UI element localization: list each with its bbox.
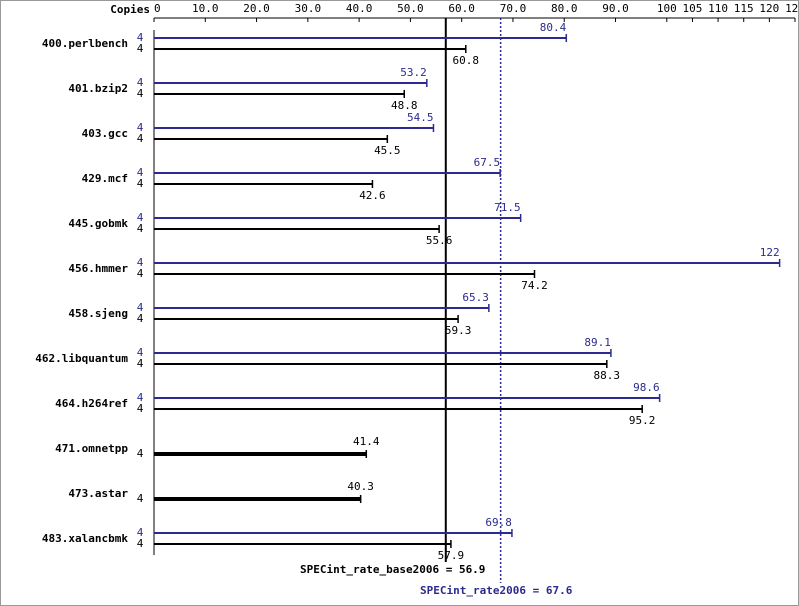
category-label: 401.bzip2: [68, 82, 128, 95]
x-tick-label: 80.0: [551, 2, 578, 15]
value-label: 59.3: [445, 324, 472, 337]
value-label: 69.8: [485, 516, 512, 529]
copies-label: 4: [137, 177, 144, 190]
x-tick-label: 105: [683, 2, 703, 15]
axis-label: Copies: [110, 3, 150, 16]
copies-label: 4: [137, 42, 144, 55]
value-label: 89.1: [584, 336, 611, 349]
copies-label: 4: [137, 256, 144, 269]
copies-label: 4: [137, 267, 144, 280]
copies-label: 4: [137, 87, 144, 100]
x-tick-label: 40.0: [346, 2, 373, 15]
value-label: 40.3: [347, 480, 374, 493]
category-label: 483.xalancbmk: [42, 532, 128, 545]
value-label: 55.6: [426, 234, 453, 247]
copies-label: 4: [137, 346, 144, 359]
value-label: 48.8: [391, 99, 418, 112]
copies-label: 4: [137, 301, 144, 314]
value-label: 60.8: [453, 54, 480, 67]
copies-label: 4: [137, 391, 144, 404]
value-label: 74.2: [521, 279, 548, 292]
copies-label: 4: [137, 447, 144, 460]
copies-label: 4: [137, 121, 144, 134]
x-tick-label: 10.0: [192, 2, 219, 15]
copies-label: 4: [137, 211, 144, 224]
value-label: 71.5: [494, 201, 521, 214]
x-tick-label: 60.0: [448, 2, 475, 15]
reference-label: SPECint_rate2006 = 67.6: [420, 584, 573, 597]
reference-label: SPECint_rate_base2006 = 56.9: [300, 563, 485, 576]
value-label: 67.5: [474, 156, 501, 169]
value-label: 80.4: [540, 21, 567, 34]
x-tick-label: 110: [708, 2, 728, 15]
value-label: 65.3: [462, 291, 489, 304]
copies-label: 4: [137, 537, 144, 550]
category-label: 456.hmmer: [68, 262, 128, 275]
copies-label: 4: [137, 526, 144, 539]
category-label: 445.gobmk: [68, 217, 128, 230]
category-label: 400.perlbench: [42, 37, 128, 50]
value-label: 98.6: [633, 381, 660, 394]
copies-label: 4: [137, 222, 144, 235]
x-tick-label: 70.0: [500, 2, 527, 15]
copies-label: 4: [137, 132, 144, 145]
value-label: 88.3: [594, 369, 621, 382]
value-label: 53.2: [400, 66, 427, 79]
x-tick-label: 20.0: [243, 2, 270, 15]
category-label: 462.libquantum: [35, 352, 128, 365]
value-label: 41.4: [353, 435, 380, 448]
copies-label: 4: [137, 76, 144, 89]
copies-label: 4: [137, 31, 144, 44]
x-tick-label: 50.0: [397, 2, 424, 15]
category-label: 403.gcc: [82, 127, 128, 140]
copies-label: 4: [137, 402, 144, 415]
copies-label: 4: [137, 166, 144, 179]
value-label: 122: [760, 246, 780, 259]
x-tick-label: 120: [759, 2, 779, 15]
value-label: 45.5: [374, 144, 401, 157]
category-label: 471.omnetpp: [55, 442, 128, 455]
value-label: 95.2: [629, 414, 656, 427]
x-tick-label: 115: [734, 2, 754, 15]
value-label: 57.9: [438, 549, 465, 562]
copies-label: 4: [137, 492, 144, 505]
copies-label: 4: [137, 312, 144, 325]
copies-label: 4: [137, 357, 144, 370]
x-tick-label: 0: [154, 2, 161, 15]
x-tick-label: 30.0: [295, 2, 322, 15]
category-label: 458.sjeng: [68, 307, 128, 320]
category-label: 473.astar: [68, 487, 128, 500]
x-tick-label: 90.0: [602, 2, 629, 15]
x-tick-label: 125: [785, 2, 799, 15]
value-label: 42.6: [359, 189, 386, 202]
x-tick-label: 100: [657, 2, 677, 15]
category-label: 429.mcf: [82, 172, 128, 185]
value-label: 54.5: [407, 111, 434, 124]
category-label: 464.h264ref: [55, 397, 128, 410]
